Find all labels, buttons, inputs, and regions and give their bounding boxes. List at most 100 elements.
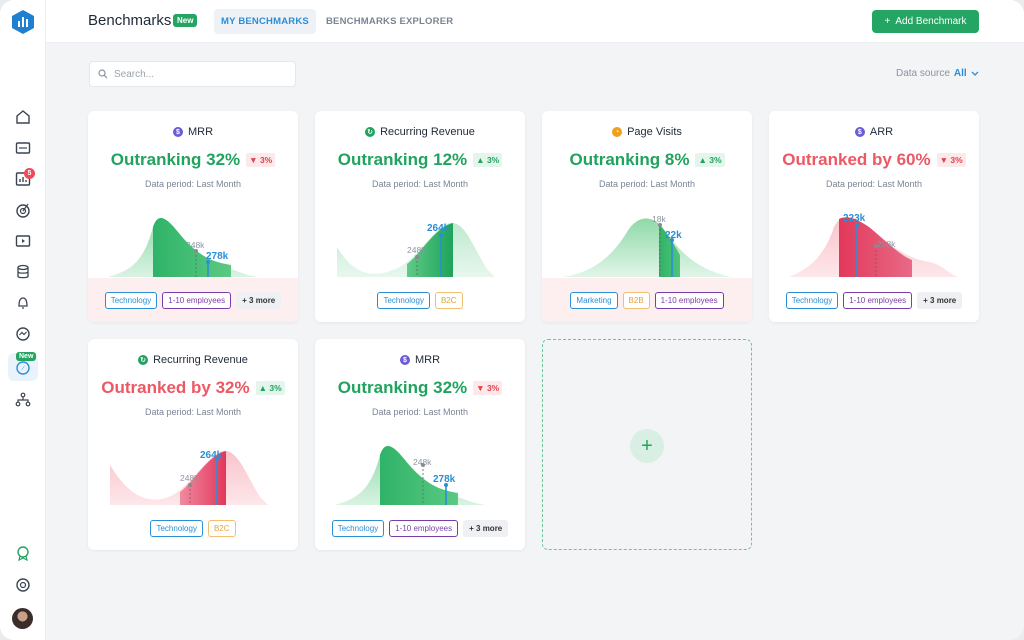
peer-label: 248k: [186, 240, 205, 250]
tag-list: Technology 1-10 employees + 3 more: [769, 292, 979, 309]
you-marker-dot: [444, 483, 448, 487]
you-label: 278k: [433, 474, 456, 485]
highlight-area: [659, 224, 680, 277]
card-header: $ ARR: [769, 126, 979, 138]
change-badge: ▼ 3%: [246, 153, 276, 167]
more-tags-button[interactable]: + 3 more: [917, 292, 963, 309]
peer-marker-dot: [188, 483, 192, 487]
org-chart-icon[interactable]: [13, 390, 33, 410]
change-value: 3%: [709, 155, 722, 165]
data-period: Data period: Last Month: [144, 407, 242, 417]
add-benchmark-card[interactable]: +: [542, 339, 752, 550]
change-arrow-icon: ▲: [258, 383, 268, 393]
page-visits-icon: ◔: [612, 127, 623, 137]
change-value: 3%: [486, 383, 500, 393]
peer-label: 248k: [413, 457, 432, 467]
you-marker-dot: [206, 260, 210, 264]
notification-badge: 5: [24, 168, 35, 179]
change-badge: ▲ 3%: [695, 153, 725, 167]
distribution-chart: 18k 22k: [562, 214, 732, 277]
tag-chip[interactable]: Technology: [377, 292, 430, 309]
more-tags-button[interactable]: + 3 more: [236, 292, 282, 309]
distribution-chart: 248k 278k: [335, 445, 485, 505]
help-lifebuoy-icon[interactable]: [13, 575, 33, 595]
tag-chip[interactable]: B2C: [434, 292, 463, 309]
rank-text: Outranking 8%: [569, 150, 690, 169]
tag-chip[interactable]: 1-10 employees: [389, 520, 459, 537]
distribution-curve: [562, 218, 732, 277]
tag-chip[interactable]: 1-10 employees: [162, 292, 232, 309]
change-arrow-icon: ▼: [476, 383, 485, 393]
benchmarks-compass-icon[interactable]: [13, 358, 33, 378]
card-header: ↻ Recurring Revenue: [88, 354, 298, 366]
award-icon[interactable]: [13, 543, 33, 563]
tag-list: Marketing B2B 1-10 employees: [542, 292, 752, 309]
dashboard-chart-icon[interactable]: [13, 169, 33, 189]
rank-line: Outranking 32% ▼ 3%: [88, 150, 298, 170]
add-benchmark-label: Add Benchmark: [895, 16, 967, 27]
dollar-icon: $: [172, 127, 183, 137]
tag-chip[interactable]: B2C: [207, 520, 236, 537]
page-title: Benchmarks: [88, 12, 172, 29]
tag-chip[interactable]: 1-10 employees: [654, 292, 724, 309]
change-arrow-icon: ▲: [476, 155, 485, 165]
rank-line: Outranking 12% ▲ 3%: [315, 150, 525, 170]
home-icon[interactable]: [13, 107, 33, 127]
database-icon[interactable]: [13, 262, 33, 282]
change-arrow-icon: ▼: [249, 155, 258, 165]
tab-my-benchmarks[interactable]: MY BENCHMARKS: [214, 9, 316, 34]
video-icon[interactable]: [13, 231, 33, 251]
change-arrow-icon: ▼: [939, 155, 949, 165]
add-benchmark-button[interactable]: + Add Benchmark: [872, 10, 979, 33]
rank-text: Outranking 32%: [337, 378, 468, 397]
distribution-curve: [337, 222, 495, 277]
benchmark-card-mrr[interactable]: $ MRR Outranking 32% ▼ 3% Data period: L…: [88, 111, 298, 322]
number-board-icon[interactable]: [13, 138, 33, 158]
tag-chip[interactable]: Technology: [104, 292, 158, 309]
tag-chip[interactable]: Technology: [785, 292, 839, 309]
add-plus-icon[interactable]: +: [630, 429, 664, 463]
more-tags-button[interactable]: + 3 more: [463, 520, 509, 537]
card-header: ↻ Recurring Revenue: [315, 126, 525, 138]
data-source-label: Data source: [896, 68, 950, 79]
benchmark-card-recurring-revenue[interactable]: ↻ Recurring Revenue Outranking 12% ▲ 3% …: [315, 111, 525, 322]
analytics-icon[interactable]: [13, 324, 33, 344]
data-period: Data period: Last Month: [371, 407, 469, 417]
metric-name: Page Visits: [627, 126, 682, 138]
metric-name: Recurring Revenue: [380, 126, 475, 138]
chevron-down-icon: [971, 71, 979, 76]
tag-chip[interactable]: 1-10 employees: [843, 292, 913, 309]
sidebar: 5 New: [0, 0, 46, 640]
benchmark-card-page-visits[interactable]: ◔ Page Visits Outranking 8% ▲ 3% Data pe…: [542, 111, 752, 322]
tag-chip[interactable]: Marketing: [570, 292, 618, 309]
rank-text: Outranked by 32%: [101, 378, 250, 397]
tab-benchmarks-explorer[interactable]: BENCHMARKS EXPLORER: [326, 16, 454, 27]
rank-line: Outranking 8% ▲ 3%: [542, 150, 752, 170]
target-icon[interactable]: [13, 200, 33, 220]
you-marker-dot: [670, 238, 674, 242]
tag-chip[interactable]: Technology: [150, 520, 203, 537]
metric-name: Recurring Revenue: [153, 354, 248, 366]
tag-list: Technology B2C: [88, 520, 298, 537]
data-source-filter[interactable]: Data source All: [896, 68, 979, 79]
change-value: 3%: [950, 155, 963, 165]
peer-marker-dot: [874, 244, 878, 248]
tag-chip[interactable]: Technology: [331, 520, 385, 537]
card-header: ◔ Page Visits: [542, 126, 752, 138]
change-value: 3%: [269, 383, 282, 393]
benchmark-card-recurring-revenue-2[interactable]: ↻ Recurring Revenue Outranked by 32% ▲ 3…: [88, 339, 298, 550]
bell-icon[interactable]: [13, 293, 33, 313]
tag-chip[interactable]: B2B: [622, 292, 650, 309]
user-avatar[interactable]: [12, 608, 33, 629]
benchmark-card-arr[interactable]: $ ARR Outranked by 60% ▼ 3% Data period:…: [769, 111, 979, 322]
you-label: 278k: [206, 251, 229, 262]
tag-list: Technology 1-10 employees + 3 more: [88, 292, 298, 309]
benchmark-card-mrr-2[interactable]: $ MRR Outranking 32% ▼ 3% Data period: L…: [315, 339, 525, 550]
card-header: $ MRR: [315, 354, 525, 366]
search-input[interactable]: [114, 68, 284, 80]
peer-label: 18k: [652, 214, 666, 224]
app-logo-icon[interactable]: [12, 10, 34, 34]
data-period: Data period: Last Month: [371, 179, 469, 189]
tag-list: Technology 1-10 employees + 3 more: [315, 520, 525, 537]
